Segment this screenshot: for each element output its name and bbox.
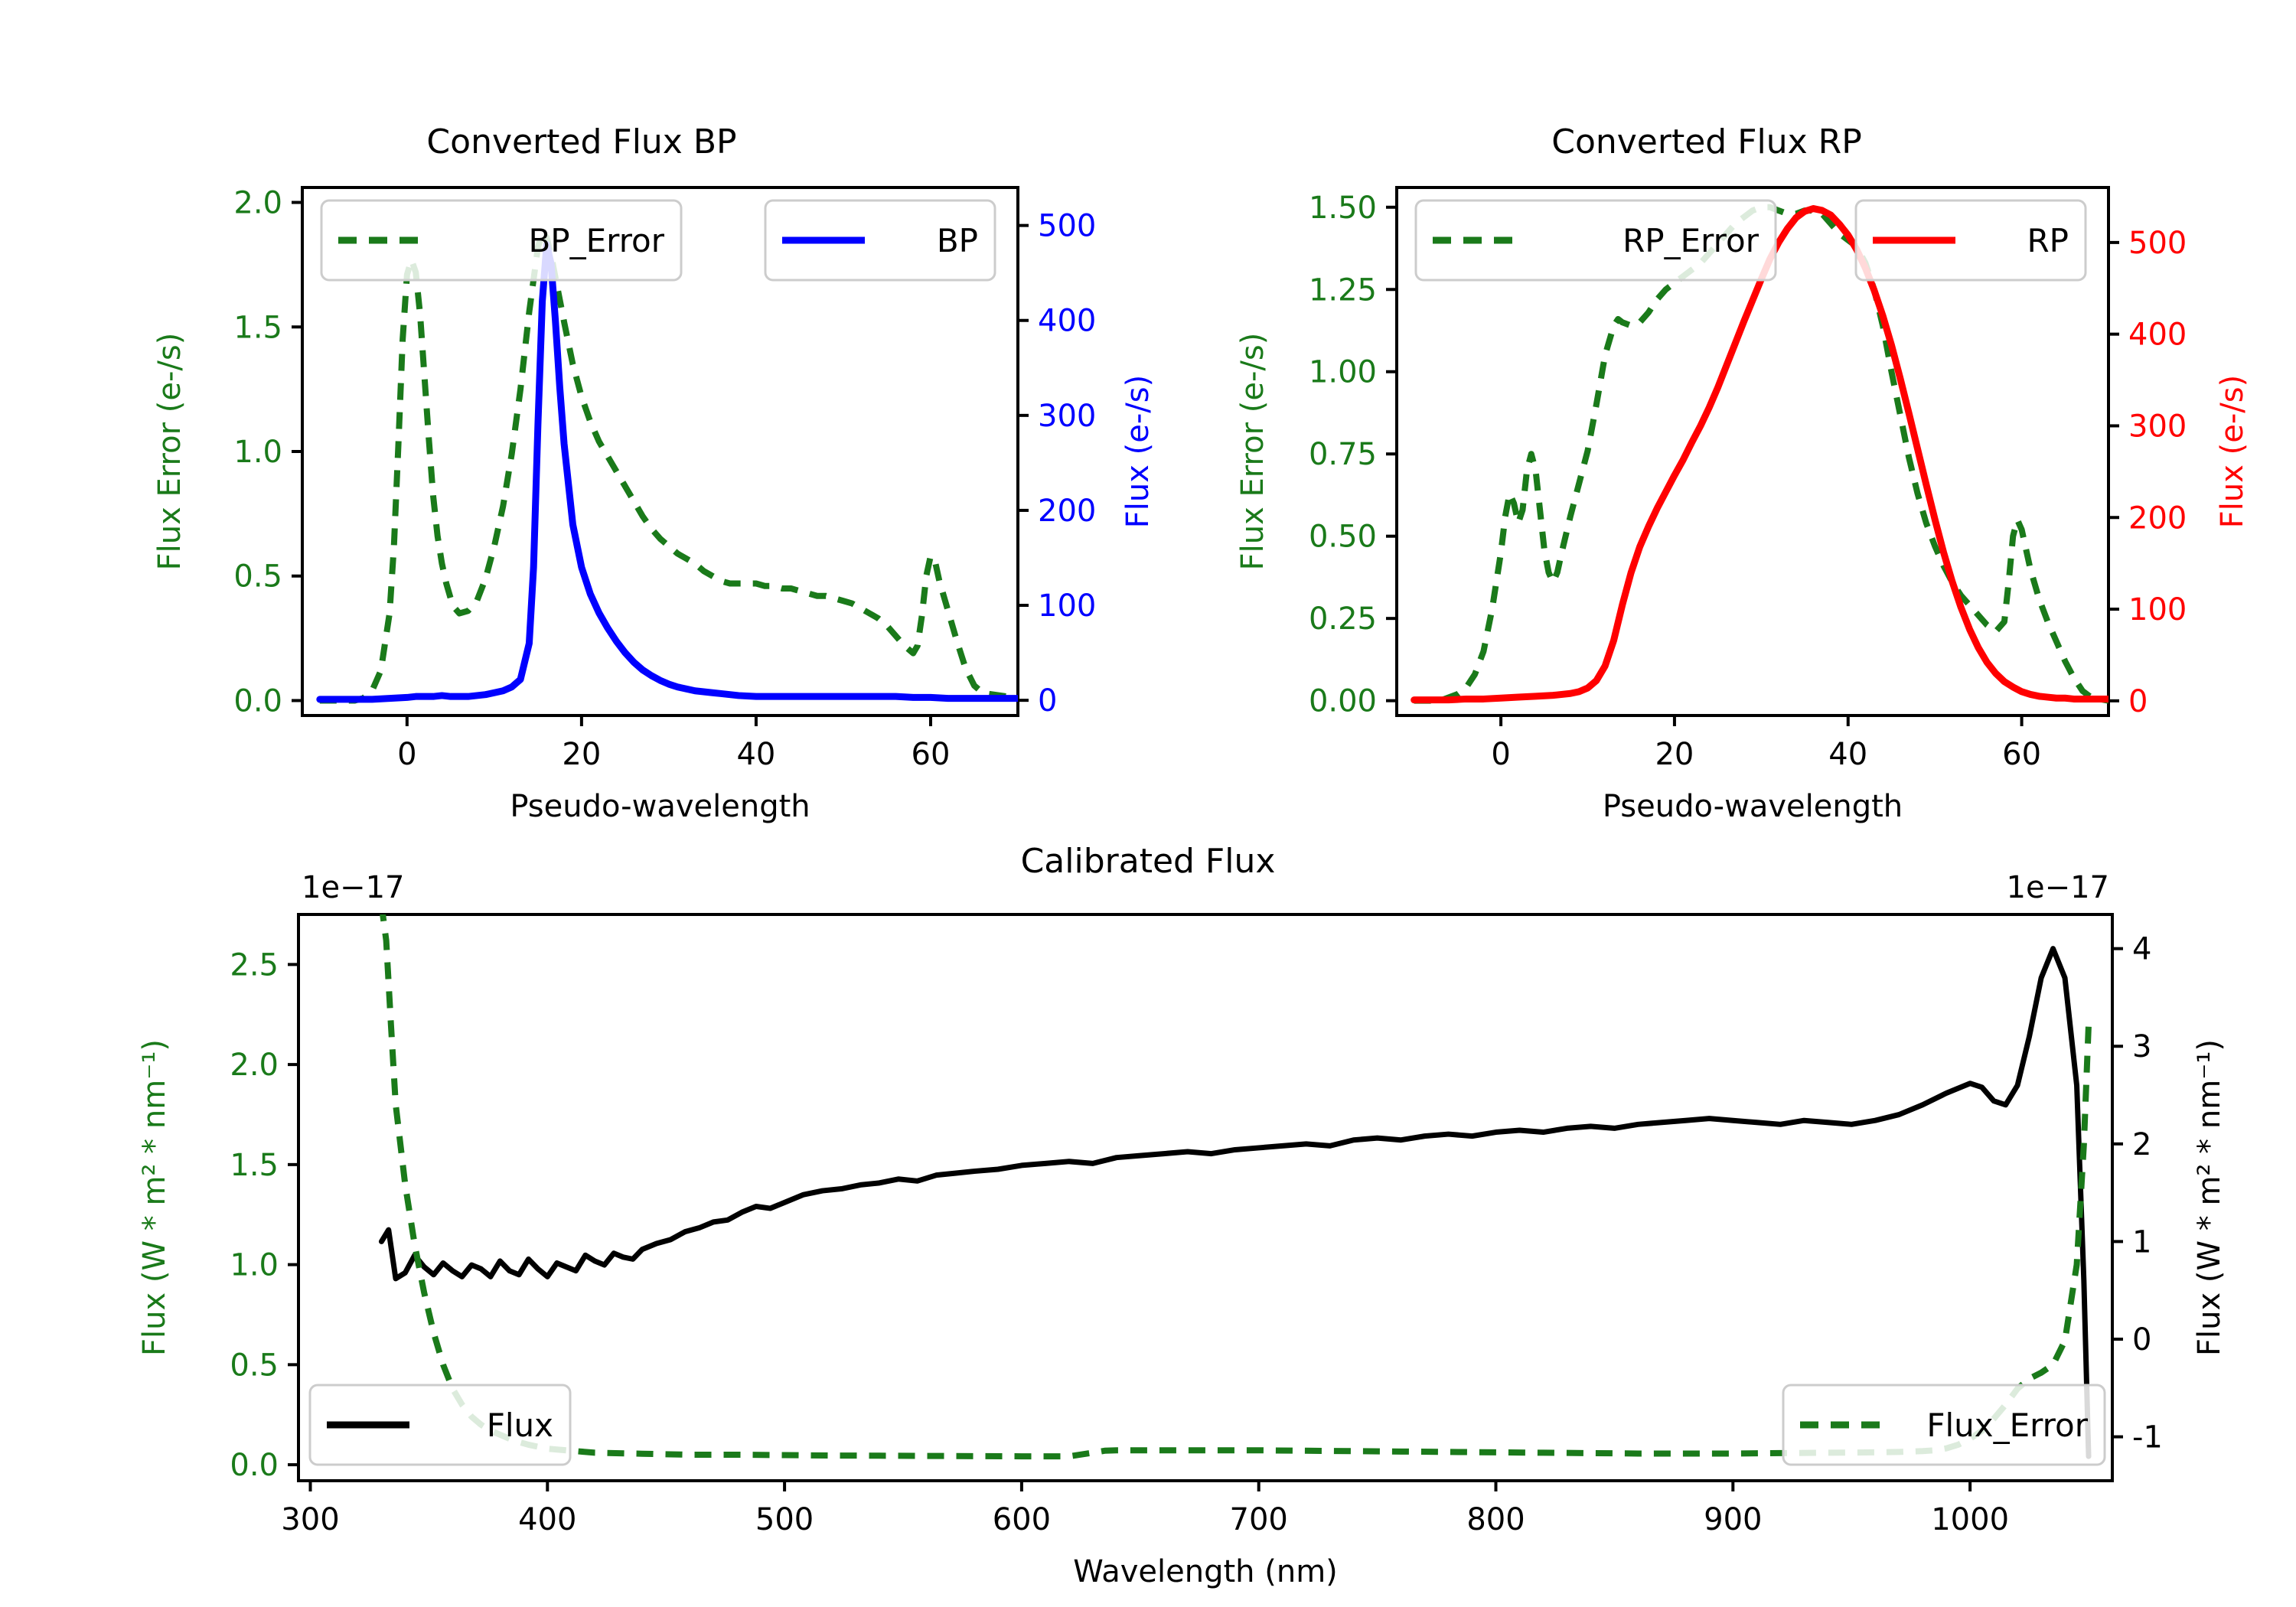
y-tick-label-right: 500 bbox=[2128, 226, 2187, 261]
y-tick-label-left: 0.50 bbox=[1309, 520, 1377, 555]
y-tick-label-left: 0.0 bbox=[230, 1448, 279, 1483]
plot-frame bbox=[1395, 186, 2110, 717]
y-tick-label-right: 200 bbox=[2128, 500, 2187, 536]
y-tick-label-right: 3 bbox=[2132, 1029, 2151, 1064]
legend-box bbox=[308, 1384, 572, 1466]
rp-chart-title: Converted Flux RP bbox=[1551, 122, 1862, 161]
calibrated-chart-svg: Calibrated Flux 300 400 500 600 700 800 900 100… bbox=[137, 842, 2227, 1589]
y-tick-label-right: 400 bbox=[1038, 304, 1096, 339]
x-axis-label: Pseudo-wavelength bbox=[1603, 789, 1903, 824]
y-axis-label-right: Flux (e-/s) bbox=[1120, 375, 1156, 528]
x-tick-label: 60 bbox=[2002, 737, 2041, 772]
y-tick-label-right: 100 bbox=[2128, 592, 2187, 627]
y-tick-label-left: 2.5 bbox=[230, 947, 279, 983]
y-tick-label-left: 1.5 bbox=[233, 310, 282, 345]
legend-bp[interactable]: BP bbox=[764, 199, 996, 282]
series-flux-line bbox=[378, 946, 2092, 1459]
y-tick-label-right: 300 bbox=[2128, 409, 2187, 444]
y-tick-label-left: 0.0 bbox=[233, 683, 282, 719]
x-tick-label: 600 bbox=[993, 1502, 1051, 1537]
legend-rp-error[interactable]: RP_Error bbox=[1414, 199, 1777, 282]
bp-chart-svg: Converted Flux BP 0 20 40 60 Pseudo-waveleng… bbox=[152, 122, 1156, 824]
legend-box bbox=[1854, 199, 2087, 282]
legend-flux[interactable]: Flux bbox=[308, 1384, 572, 1466]
x-tick-label: 40 bbox=[736, 737, 775, 772]
y-tick-label-left: 1.50 bbox=[1309, 191, 1377, 226]
x-axis-label: Pseudo-wavelength bbox=[510, 789, 810, 824]
y-tick-label-left: 0.5 bbox=[230, 1348, 279, 1383]
y-tick-label-left: 0.5 bbox=[233, 559, 282, 595]
x-tick-label: 900 bbox=[1704, 1502, 1762, 1537]
legend-label: Flux_Error bbox=[1926, 1407, 2088, 1444]
rp-chart-svg: Converted Flux RP 0 20 40 60 Pseudo-waveleng… bbox=[1235, 122, 2250, 824]
x-tick-label: 700 bbox=[1230, 1502, 1288, 1537]
series-rp-error-line bbox=[1414, 204, 2108, 704]
legend-label: Flux bbox=[487, 1407, 553, 1444]
y-tick-label-left: 0.00 bbox=[1309, 684, 1377, 719]
legend-label: BP_Error bbox=[528, 222, 664, 259]
y-tick-label-left: 1.0 bbox=[230, 1248, 279, 1283]
panel-converted-flux-bp: Converted Flux BP 0 20 40 60 Pseudo-waveleng… bbox=[0, 0, 1156, 824]
y-tick-label-right: 0 bbox=[2128, 684, 2148, 719]
legend-box bbox=[1414, 199, 1777, 282]
y-tick-label-right: -1 bbox=[2132, 1420, 2163, 1455]
y-tick-label-right: 0 bbox=[2132, 1322, 2151, 1358]
y-tick-label-left: 1.5 bbox=[230, 1148, 279, 1183]
legend-label: BP bbox=[937, 222, 978, 259]
x-tick-label: 20 bbox=[1655, 737, 1694, 772]
x-tick-label: 500 bbox=[755, 1502, 814, 1537]
y-tick-label-right: 400 bbox=[2128, 318, 2187, 353]
x-tick-label: 40 bbox=[1828, 737, 1867, 772]
x-tick-label: 1000 bbox=[1931, 1502, 2009, 1537]
y-axis-label-right: Flux (e-/s) bbox=[2215, 375, 2250, 528]
y-tick-label-left: 1.00 bbox=[1309, 355, 1377, 390]
y-tick-label-right: 0 bbox=[1038, 683, 1057, 719]
y-tick-label-right: 300 bbox=[1038, 399, 1096, 434]
panel-calibrated-flux: Calibrated Flux 300 400 500 600 700 800 900 100… bbox=[0, 796, 2296, 1607]
y-tick-label-right: 100 bbox=[1038, 588, 1096, 624]
legend-label: RP bbox=[2027, 222, 2069, 259]
x-tick-label: 300 bbox=[281, 1502, 339, 1537]
legend-flux-error[interactable]: Flux_Error bbox=[1782, 1384, 2106, 1466]
y-axis-label-left: Flux Error (e-/s) bbox=[152, 333, 188, 571]
series-flux-error-line bbox=[380, 914, 2092, 1460]
series-bp-error-line bbox=[319, 229, 1018, 704]
y-tick-label-right: 4 bbox=[2132, 932, 2151, 967]
x-tick-label: 20 bbox=[562, 737, 601, 772]
legend-rp[interactable]: RP bbox=[1854, 199, 2087, 282]
x-axis-label: Wavelength (nm) bbox=[1073, 1554, 1338, 1589]
y-tick-label-left: 1.25 bbox=[1309, 272, 1377, 308]
legend-label: RP_Error bbox=[1623, 222, 1760, 259]
calibrated-chart-title: Calibrated Flux bbox=[1021, 842, 1276, 881]
legend-box bbox=[320, 199, 683, 282]
y-tick-label-right: 2 bbox=[2132, 1127, 2151, 1162]
y-axis-label-right: Flux (W * m² * nm⁻¹) bbox=[2192, 1039, 2227, 1356]
bp-chart-title: Converted Flux BP bbox=[426, 122, 736, 161]
legend-box bbox=[1782, 1384, 2106, 1466]
x-tick-label: 60 bbox=[912, 737, 951, 772]
y-tick-label-left: 0.75 bbox=[1309, 437, 1377, 472]
x-tick-label: 0 bbox=[397, 737, 416, 772]
plot-frame bbox=[297, 913, 2114, 1482]
x-tick-label: 400 bbox=[518, 1502, 576, 1537]
series-bp-line bbox=[316, 240, 1018, 703]
y-offset-text-right: 1e−17 bbox=[2007, 870, 2109, 905]
y-tick-label-right: 500 bbox=[1038, 209, 1096, 244]
y-tick-label-left: 2.0 bbox=[230, 1048, 279, 1083]
y-axis-label-left: Flux Error (e-/s) bbox=[1235, 333, 1270, 571]
y-tick-label-right: 1 bbox=[2132, 1224, 2151, 1260]
x-tick-label: 800 bbox=[1466, 1502, 1525, 1537]
legend-box bbox=[764, 199, 996, 282]
legend-bp-error[interactable]: BP_Error bbox=[320, 199, 683, 282]
series-rp-line bbox=[1411, 205, 2108, 704]
y-tick-label-left: 1.0 bbox=[233, 435, 282, 470]
y-offset-text-left: 1e−17 bbox=[302, 870, 404, 905]
y-tick-label-right: 200 bbox=[1038, 494, 1096, 529]
x-tick-label: 0 bbox=[1491, 737, 1510, 772]
y-axis-label-left: Flux (W * m² * nm⁻¹) bbox=[137, 1039, 172, 1356]
y-tick-label-left: 2.0 bbox=[233, 186, 282, 221]
y-tick-label-left: 0.25 bbox=[1309, 601, 1377, 637]
panel-converted-flux-rp: Converted Flux RP 0 20 40 60 Pseudo-waveleng… bbox=[1125, 0, 2296, 824]
